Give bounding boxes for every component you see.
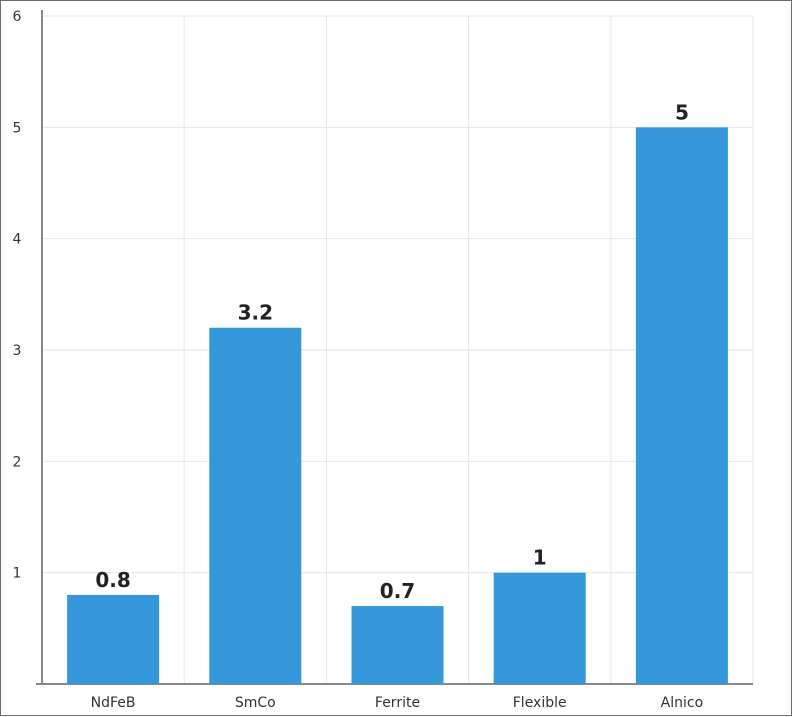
y-tick-label: 6 [13,9,22,25]
bar-flexible [493,572,586,684]
y-tick-label: 2 [13,454,22,470]
data-label: 0.7 [380,579,415,603]
bar-ndfeb [67,594,160,684]
data-label: 1 [533,546,547,570]
x-tick-label: Ferrite [375,695,420,711]
grid-lines [42,15,754,684]
x-tick-labels: NdFeB SmCo Ferrite Flexible Alnico [91,695,703,711]
y-tick-label: 5 [13,120,22,136]
data-labels: 0.8 3.2 0.7 1 5 [95,100,688,603]
x-tick-label: Alnico [661,695,704,711]
y-tick-labels: 1 2 3 4 5 6 [13,9,22,582]
bars [67,127,728,685]
y-tick-label: 1 [13,566,22,582]
bar-alnico [635,127,728,685]
data-label: 0.8 [95,568,130,592]
x-tick-label: NdFeB [91,695,136,711]
data-label: 5 [675,100,689,124]
bar-ferrite [351,606,444,684]
x-tick-label: Flexible [513,695,567,711]
x-tick-label: SmCo [235,695,276,711]
y-tick-label: 3 [13,343,22,359]
bar-smco [209,327,302,684]
data-label: 3.2 [238,301,273,325]
y-tick-label: 4 [13,232,22,248]
